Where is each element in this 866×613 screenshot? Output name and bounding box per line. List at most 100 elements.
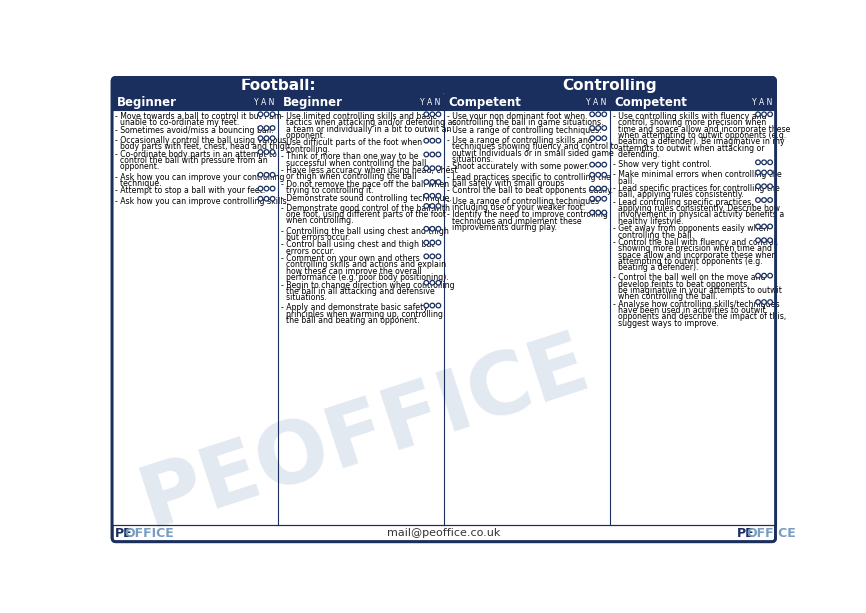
- Circle shape: [768, 238, 772, 243]
- Circle shape: [602, 172, 606, 177]
- Text: including use of your weaker foot.: including use of your weaker foot.: [447, 203, 585, 212]
- Circle shape: [264, 112, 268, 116]
- Text: Beginner: Beginner: [117, 96, 177, 109]
- Text: Controlling: Controlling: [562, 78, 657, 93]
- Text: - Control ball using chest and thigh but: - Control ball using chest and thigh but: [281, 240, 435, 249]
- Circle shape: [430, 180, 435, 185]
- Circle shape: [596, 162, 600, 167]
- Text: - Make minimal errors when controlling the: - Make minimal errors when controlling t…: [613, 170, 781, 179]
- Text: errors occur.: errors occur.: [281, 246, 334, 256]
- Circle shape: [430, 240, 435, 245]
- Text: successful when controlling the ball.: successful when controlling the ball.: [281, 159, 429, 167]
- Circle shape: [590, 210, 594, 215]
- Text: - Analyse how controlling skills/techniques: - Analyse how controlling skills/techniq…: [613, 300, 779, 309]
- Text: Beginner: Beginner: [282, 96, 343, 109]
- FancyBboxPatch shape: [278, 94, 443, 110]
- Circle shape: [270, 126, 275, 131]
- Text: when controlling.: when controlling.: [281, 216, 353, 226]
- Circle shape: [602, 186, 606, 191]
- Text: opponent.: opponent.: [281, 131, 326, 140]
- Text: opponent.: opponent.: [115, 162, 159, 172]
- Circle shape: [590, 112, 594, 116]
- Text: outwit individuals or in small sided game: outwit individuals or in small sided gam…: [447, 148, 614, 158]
- Circle shape: [756, 273, 760, 278]
- Circle shape: [768, 170, 772, 175]
- Circle shape: [424, 303, 429, 308]
- Circle shape: [270, 172, 275, 177]
- Circle shape: [756, 300, 760, 305]
- FancyBboxPatch shape: [443, 94, 610, 110]
- Text: Football:: Football:: [240, 78, 316, 93]
- Circle shape: [762, 238, 766, 243]
- Circle shape: [270, 186, 275, 191]
- Text: principles when warming up, controlling: principles when warming up, controlling: [281, 310, 443, 319]
- Text: how these can improve the overall: how these can improve the overall: [281, 267, 422, 276]
- Circle shape: [768, 300, 772, 305]
- Text: ball, applying rules consistently.: ball, applying rules consistently.: [613, 191, 744, 199]
- Text: involvement in physical activity benefits a: involvement in physical activity benefit…: [613, 210, 784, 219]
- Circle shape: [768, 198, 772, 202]
- Text: the ball in all attacking and defensive: the ball in all attacking and defensive: [281, 287, 435, 296]
- Circle shape: [270, 112, 275, 116]
- Circle shape: [436, 166, 441, 170]
- Text: Y A N: Y A N: [586, 97, 606, 107]
- Circle shape: [590, 172, 594, 177]
- Text: when attempting to outwit opponents (e.g.: when attempting to outwit opponents (e.g…: [613, 131, 786, 140]
- Text: - Attempt to stop a ball with your feet.: - Attempt to stop a ball with your feet.: [115, 186, 266, 196]
- Text: OFFICE: OFFICE: [125, 527, 174, 540]
- Text: time and space allow and incorporate these: time and space allow and incorporate the…: [613, 124, 790, 134]
- Text: - Demonstrate good control of the ball with: - Demonstrate good control of the ball w…: [281, 204, 450, 213]
- Text: techniques and implement these: techniques and implement these: [447, 216, 582, 226]
- Text: - Use your non dominant foot when: - Use your non dominant foot when: [447, 112, 585, 121]
- Circle shape: [258, 172, 262, 177]
- Text: PE: PE: [737, 527, 754, 540]
- Circle shape: [436, 112, 441, 116]
- Text: Competent: Competent: [614, 96, 688, 109]
- Circle shape: [762, 198, 766, 202]
- Text: OFFICE: OFFICE: [746, 527, 796, 540]
- Circle shape: [762, 224, 766, 229]
- Circle shape: [756, 198, 760, 202]
- Circle shape: [424, 112, 429, 116]
- Circle shape: [436, 194, 441, 198]
- Circle shape: [264, 136, 268, 140]
- Text: - Lead specific practices for controlling the: - Lead specific practices for controllin…: [613, 184, 779, 193]
- Text: showing more precision when time and: showing more precision when time and: [613, 245, 772, 253]
- Text: technique.: technique.: [115, 179, 162, 188]
- Text: - Control the ball to beat opponents easily.: - Control the ball to beat opponents eas…: [447, 186, 613, 196]
- Circle shape: [762, 112, 766, 116]
- Circle shape: [430, 204, 435, 208]
- Circle shape: [436, 280, 441, 285]
- Circle shape: [768, 224, 772, 229]
- Text: - Move towards a ball to control it but I am: - Move towards a ball to control it but …: [115, 112, 281, 121]
- Circle shape: [430, 112, 435, 116]
- Circle shape: [756, 160, 760, 165]
- Text: - Use limited controlling skills and basic: - Use limited controlling skills and bas…: [281, 112, 437, 121]
- Circle shape: [756, 112, 760, 116]
- Text: - Use a range of controlling techniques: - Use a range of controlling techniques: [447, 197, 599, 205]
- Circle shape: [430, 226, 435, 231]
- Circle shape: [436, 180, 441, 185]
- Circle shape: [270, 196, 275, 201]
- Circle shape: [424, 226, 429, 231]
- Circle shape: [762, 184, 766, 189]
- Text: - Controlling the ball using chest and thigh: - Controlling the ball using chest and t…: [281, 227, 449, 235]
- Circle shape: [756, 170, 760, 175]
- Circle shape: [436, 204, 441, 208]
- Circle shape: [602, 126, 606, 131]
- Circle shape: [436, 139, 441, 143]
- Text: attempting to outwit opponents (e.g.: attempting to outwit opponents (e.g.: [613, 257, 763, 266]
- Text: - Co-ordinate body parts in an attempt to: - Co-ordinate body parts in an attempt t…: [115, 150, 277, 159]
- Circle shape: [436, 152, 441, 157]
- FancyBboxPatch shape: [112, 77, 443, 94]
- Text: when controlling the ball.: when controlling the ball.: [613, 292, 718, 302]
- Circle shape: [596, 196, 600, 201]
- Circle shape: [424, 180, 429, 185]
- Text: - Use difficult parts of the foot when: - Use difficult parts of the foot when: [281, 139, 423, 148]
- Circle shape: [430, 166, 435, 170]
- Circle shape: [258, 196, 262, 201]
- Circle shape: [424, 204, 429, 208]
- Text: - Lead controlling specific practices,: - Lead controlling specific practices,: [613, 198, 753, 207]
- Text: PE: PE: [115, 527, 132, 540]
- Circle shape: [590, 196, 594, 201]
